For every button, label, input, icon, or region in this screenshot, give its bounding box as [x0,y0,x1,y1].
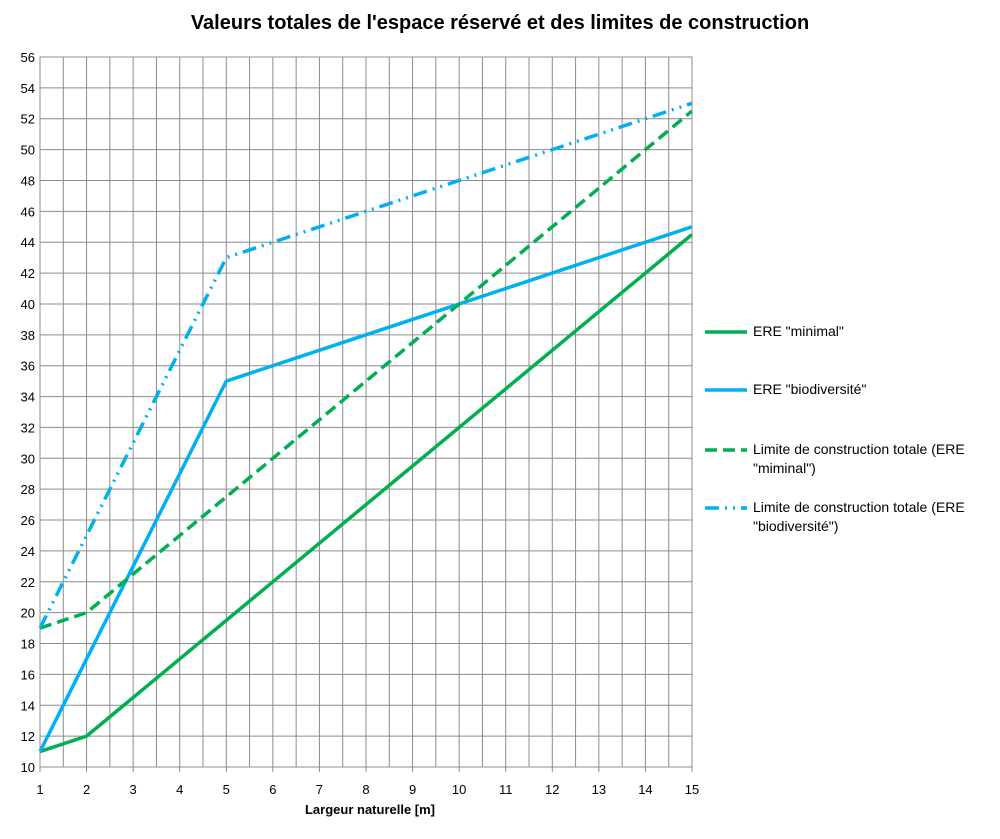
y-tick-label: 52 [21,112,35,127]
y-tick-label: 44 [21,235,35,250]
x-tick-label: 2 [83,782,90,797]
legend-swatch [705,506,747,510]
legend-label: ERE "minimal" [753,323,844,339]
x-axis-label: Largeur naturelle [m] [304,802,436,817]
legend-label: Limite de construction totale (ERE "biod… [753,499,965,534]
series-line-4 [38,101,693,629]
x-tick-label: 5 [223,782,230,797]
y-tick-label: 42 [21,266,35,281]
y-tick-label: 10 [21,760,35,775]
y-tick-label: 48 [21,173,35,188]
series-line-1 [39,233,694,754]
x-tick-label: 7 [316,782,323,797]
y-tick-label: 24 [21,544,35,559]
y-tick-label: 14 [21,698,35,713]
axes: 1012141618202224262830323436384042444648… [21,50,700,797]
y-tick-label: 28 [21,482,35,497]
x-tick-label: 9 [409,782,416,797]
y-tick-label: 38 [21,328,35,343]
y-tick-label: 40 [21,297,35,312]
y-tick-label: 26 [21,513,35,528]
y-tick-label: 20 [21,606,35,621]
y-tick-label: 18 [21,637,35,652]
plot-area-border [39,56,693,768]
y-tick-label: 12 [21,729,35,744]
legend-label: ERE "biodiversité" [753,381,867,397]
grid [39,56,693,768]
y-tick-label: 36 [21,359,35,374]
x-tick-label: 1 [36,782,43,797]
x-tick-label: 6 [269,782,276,797]
y-tick-label: 32 [21,420,35,435]
chart-title: Valeurs totales de l'espace réservé et d… [190,12,810,34]
x-tick-label: 14 [638,782,652,797]
x-tick-label: 4 [176,782,183,797]
y-tick-label: 30 [21,451,35,466]
series-lines [38,101,694,754]
x-tick-label: 15 [685,782,699,797]
y-tick-label: 54 [21,81,35,96]
y-tick-label: 34 [21,390,35,405]
y-tick-label: 16 [21,667,35,682]
legend-swatch [705,448,747,452]
x-tick-label: 3 [130,782,137,797]
legend-swatch [705,388,747,392]
x-tick-label: 8 [362,782,369,797]
y-tick-label: 46 [21,204,35,219]
x-tick-label: 11 [499,782,513,797]
y-tick-label: 50 [21,143,35,158]
legend-label: Limite de construction totale (ERE "mimi… [753,441,965,476]
x-tick-label: 13 [592,782,606,797]
x-tick-label: 12 [545,782,559,797]
legend-swatch [705,330,747,334]
x-tick-label: 10 [452,782,466,797]
series-line-2 [38,225,693,753]
y-tick-label: 22 [21,575,35,590]
y-tick-label: 56 [21,50,35,65]
